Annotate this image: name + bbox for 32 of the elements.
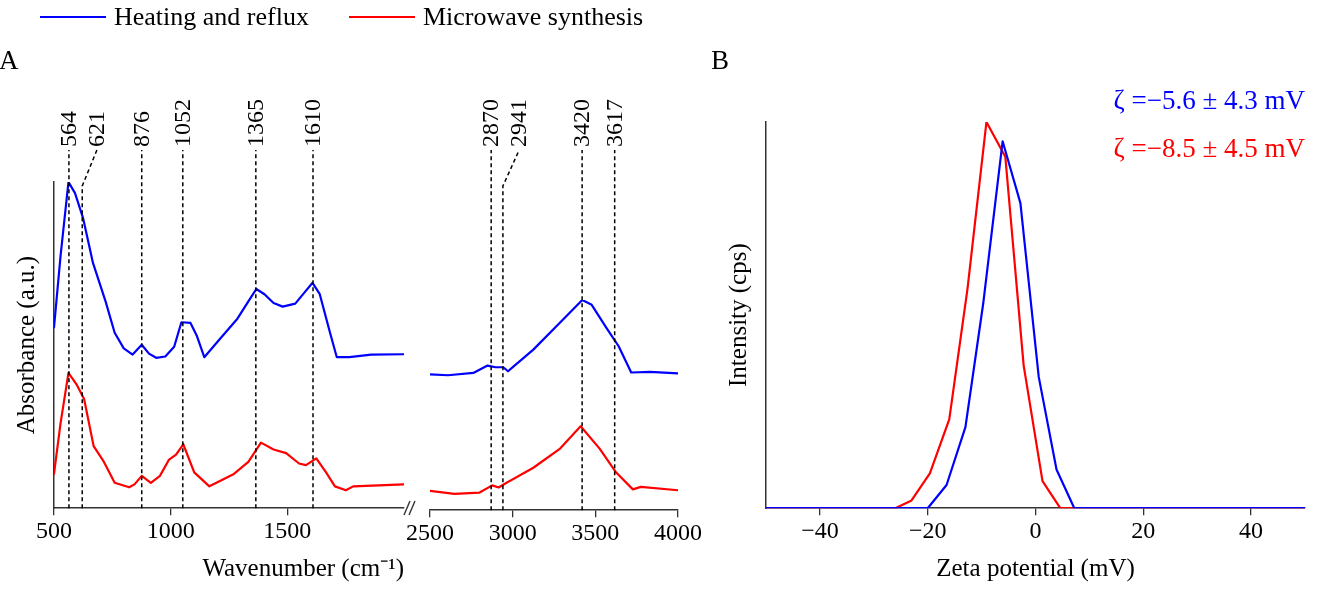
ref-line-label: 1610 xyxy=(299,99,326,147)
text: ζ =−5.6 ± 4.3 mV xyxy=(1113,85,1306,116)
ref-line-label: 876 xyxy=(128,111,155,147)
x-axis-title: Zeta potential (mV) xyxy=(936,553,1135,582)
ref-line-label: 1365 xyxy=(242,99,269,147)
ref-line-label: 564 xyxy=(55,111,82,147)
x-tick-label: −20 xyxy=(908,516,947,543)
chart-title: B xyxy=(711,44,730,75)
x-axis-title: Wavenumber (cm⁻¹) xyxy=(202,553,404,582)
ref-line-label: 1052 xyxy=(169,99,196,147)
ref-line-label: 2941 xyxy=(505,99,532,147)
ref-line-label: 3617 xyxy=(600,99,627,147)
x-tick-label: 2500 xyxy=(406,518,454,545)
legend-label: Microwave synthesis xyxy=(422,2,644,32)
x-tick-label: 1500 xyxy=(263,516,312,543)
x-tick-label: 0 xyxy=(1029,516,1042,543)
x-tick-label: 4000 xyxy=(654,518,702,545)
chart-title: A xyxy=(0,44,19,75)
y-axis-title: Intensity (cps) xyxy=(723,243,752,387)
ref-line-label: 2870 xyxy=(477,99,504,147)
annotation: ζ =−8.5 ± 4.5 mV xyxy=(1113,133,1306,164)
x-tick-label: 40 xyxy=(1239,516,1264,543)
x-tick-label: 1000 xyxy=(146,516,195,543)
ref-line-label: 621 xyxy=(83,111,110,147)
ref-line-label: 3420 xyxy=(568,99,595,147)
x-tick-label: −40 xyxy=(801,516,839,543)
legend-label: Heating and reflux xyxy=(114,2,309,32)
x-tick-label: 20 xyxy=(1131,516,1156,543)
x-tick-label: 3000 xyxy=(488,518,537,545)
x-tick-label: 3500 xyxy=(571,518,620,545)
x-tick-label: 500 xyxy=(36,516,72,543)
y-axis-title: Absorbance (a.u.) xyxy=(11,255,40,435)
